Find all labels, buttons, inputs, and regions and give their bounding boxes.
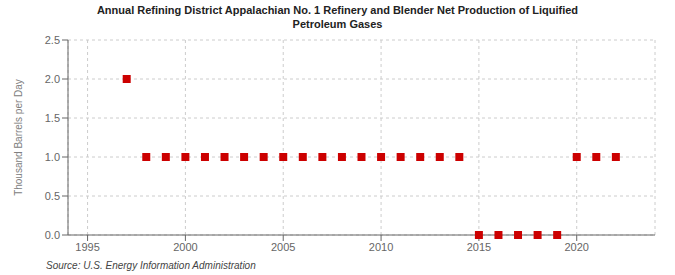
svg-text:2015: 2015 xyxy=(467,241,491,253)
svg-text:2.0: 2.0 xyxy=(45,73,60,85)
html-text:Source: U.S. Energy Informatio: Source: U.S. Energy Information Administ… xyxy=(46,260,256,271)
svg-text:2010: 2010 xyxy=(369,241,393,253)
svg-text:1.0: 1.0 xyxy=(45,151,60,163)
svg-text:2005: 2005 xyxy=(271,241,295,253)
svg-text:1.5: 1.5 xyxy=(45,112,60,124)
html-text:Annual Refining District Appal: Annual Refining District Appalachian No.… xyxy=(96,4,579,30)
svg-text:Thousand Barrels per Day: Thousand Barrels per Day xyxy=(13,79,24,196)
svg-text:0.0: 0.0 xyxy=(45,229,60,241)
svg-text:1995: 1995 xyxy=(75,241,99,253)
svg-text:2000: 2000 xyxy=(173,241,197,253)
svg-text:0.5: 0.5 xyxy=(45,190,60,202)
svg-text:2020: 2020 xyxy=(564,241,588,253)
svg-text:2.5: 2.5 xyxy=(45,34,60,46)
